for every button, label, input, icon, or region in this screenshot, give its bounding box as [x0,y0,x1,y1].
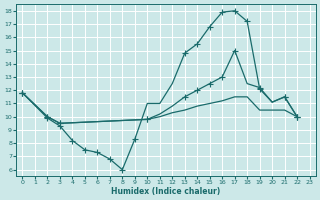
X-axis label: Humidex (Indice chaleur): Humidex (Indice chaleur) [111,187,221,196]
